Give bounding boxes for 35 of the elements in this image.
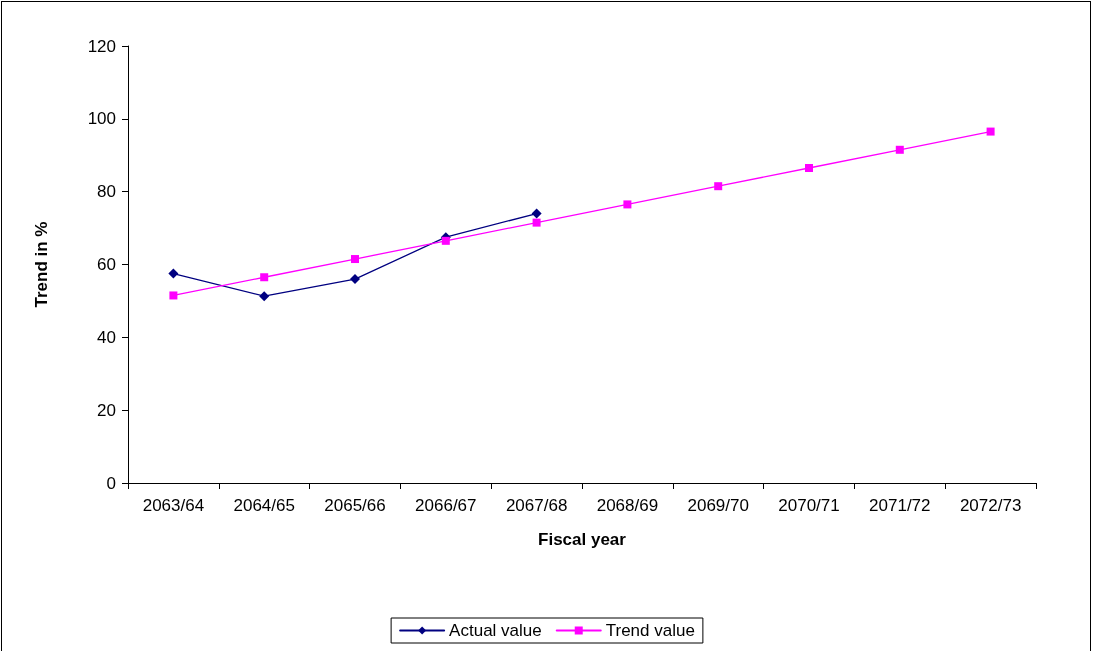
y-tick-label: 40 bbox=[97, 327, 116, 347]
x-tick-label: 2065/66 bbox=[324, 496, 386, 515]
y-tick-label: 0 bbox=[106, 473, 116, 493]
point bbox=[532, 218, 541, 227]
point bbox=[895, 145, 904, 154]
x-tick-label: 2072/73 bbox=[959, 496, 1022, 515]
point bbox=[623, 200, 632, 209]
x-tick-label: 2069/70 bbox=[687, 496, 749, 515]
y-tick-label: 100 bbox=[87, 109, 116, 129]
y-tick-label: 60 bbox=[97, 255, 116, 274]
point bbox=[531, 208, 542, 219]
x-tick-label: 2063/64 bbox=[142, 496, 205, 515]
legend-label: Trend value bbox=[605, 621, 695, 640]
point bbox=[350, 274, 360, 285]
y-tick-label: 20 bbox=[97, 400, 116, 420]
x-tick-label: 2071/72 bbox=[869, 496, 931, 515]
y-axis-title: Trend in % bbox=[32, 221, 51, 308]
point bbox=[260, 273, 269, 282]
y-tick-label: 120 bbox=[87, 36, 116, 56]
x-tick-label: 2068/69 bbox=[596, 496, 659, 515]
legend-label: Actual value bbox=[449, 621, 542, 640]
point bbox=[169, 291, 178, 300]
x-tick-label: 2064/65 bbox=[233, 496, 295, 515]
x-tick-label: 2070/71 bbox=[778, 496, 840, 515]
point bbox=[805, 164, 813, 172]
point bbox=[351, 255, 359, 264]
point bbox=[441, 236, 450, 245]
point bbox=[168, 268, 179, 279]
x-axis-title: Fiscal year bbox=[538, 530, 627, 549]
x-tick-label: 2066/67 bbox=[415, 496, 477, 515]
point bbox=[259, 291, 270, 302]
point bbox=[714, 182, 723, 191]
y-tick-label: 80 bbox=[97, 182, 116, 202]
x-tick-label: 2067/68 bbox=[505, 496, 568, 515]
point bbox=[986, 127, 995, 136]
